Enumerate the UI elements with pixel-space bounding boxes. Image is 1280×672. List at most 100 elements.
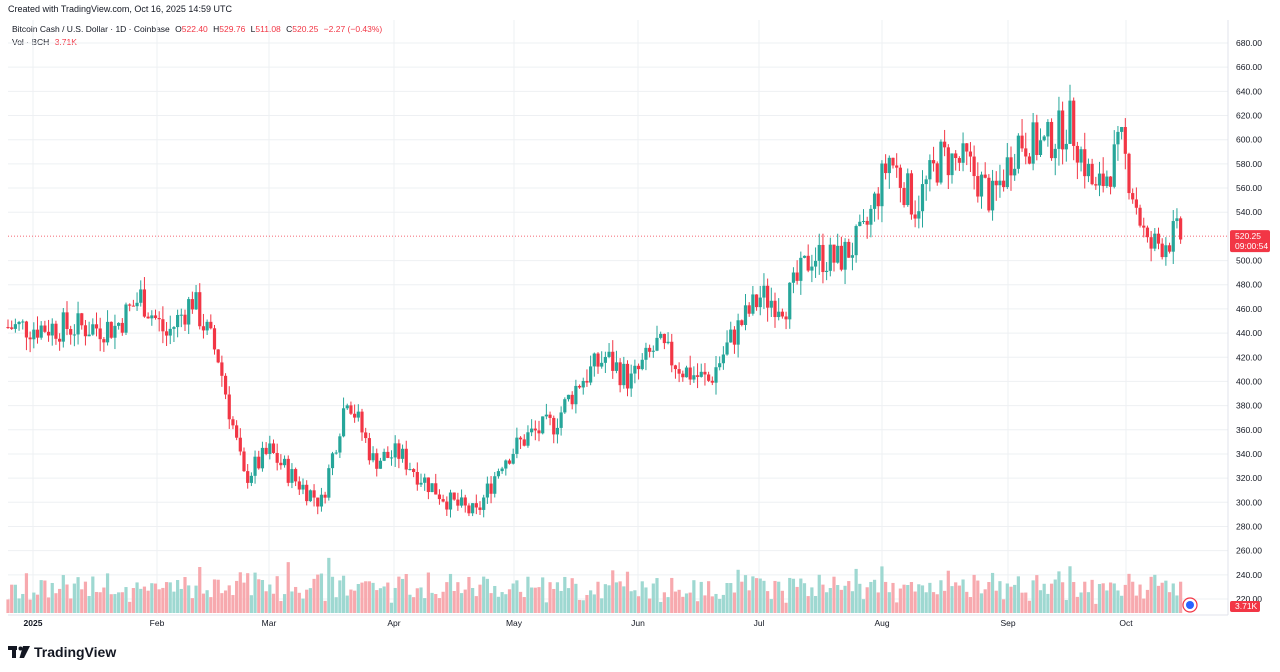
volume-bar (957, 585, 961, 613)
candle-body (1090, 163, 1094, 185)
volume-bar (349, 589, 353, 613)
candle-body (633, 365, 637, 374)
volume-bar (1145, 589, 1150, 613)
volume-bar (124, 587, 128, 613)
candle-body (28, 337, 32, 340)
volume-bar (589, 590, 593, 613)
volume-bar (865, 587, 869, 613)
volume-bar (496, 596, 501, 613)
scroll-realtime-icon[interactable] (1182, 597, 1198, 613)
volume-label[interactable]: Vol · BCH (12, 37, 50, 47)
candle-body (72, 334, 76, 336)
volume-bar (10, 584, 14, 613)
candle-body (485, 483, 489, 498)
candle-body (305, 484, 309, 502)
candle-body (880, 163, 884, 207)
candle-body (939, 141, 943, 183)
candle-body (500, 468, 504, 472)
volume-bar (581, 600, 585, 613)
candle-body (957, 158, 961, 163)
candle-body (58, 338, 62, 342)
volume-bar (142, 586, 147, 613)
volume-bar (614, 582, 619, 613)
candle-body (574, 385, 578, 405)
volume-bar (681, 596, 685, 613)
candle-body (172, 327, 176, 329)
volume-bar (72, 583, 76, 613)
candle-body (467, 505, 471, 514)
volume-bar (1061, 582, 1065, 613)
candle-body (404, 448, 408, 470)
volume-bar (378, 588, 383, 613)
volume-bar (810, 587, 814, 613)
candle-body (1038, 140, 1043, 155)
volume-bar (437, 598, 442, 613)
volume-bar (1142, 598, 1146, 613)
candle-body (131, 305, 135, 307)
volume-bar (364, 581, 368, 613)
volume-bar (895, 602, 899, 613)
volume-bar (659, 601, 663, 613)
candle-body (1105, 176, 1109, 187)
volume-bar (695, 601, 700, 613)
volume-bar (718, 598, 722, 613)
candle-body (876, 193, 880, 207)
volume-bar (1153, 574, 1157, 613)
symbol-title[interactable]: Bitcoin Cash / U.S. Dollar · 1D · Coinba… (12, 24, 170, 34)
y-tick-label: 580.00 (1236, 159, 1262, 169)
candle-body (201, 326, 206, 331)
volume-bar (353, 590, 357, 613)
tradingview-logo-icon (8, 646, 30, 658)
candle-body (471, 503, 475, 514)
candle-body (260, 447, 265, 469)
volume-bar (976, 580, 980, 613)
candle-body (294, 469, 298, 482)
volume-bar (743, 575, 748, 613)
candle-body (526, 432, 530, 446)
candle-body (482, 497, 486, 510)
candle-body (817, 244, 821, 261)
volume-bar (91, 576, 95, 613)
candle-body (614, 362, 619, 371)
candle-body (316, 497, 320, 507)
candle-body (1020, 135, 1024, 149)
candle-body (784, 316, 788, 320)
candle-body (61, 312, 65, 342)
candle-body (290, 469, 294, 483)
volume-bar (537, 587, 541, 613)
volume-bar (294, 586, 298, 613)
volume-bar (198, 567, 202, 613)
volume-bar (1053, 579, 1057, 613)
candle-body (441, 499, 445, 502)
candle-body (714, 367, 718, 383)
volume-bar (769, 599, 773, 613)
candle-body (979, 174, 984, 197)
volume-bar (946, 570, 950, 613)
volume-bar (777, 581, 781, 613)
candle-body (537, 430, 541, 434)
candle-body (1149, 237, 1153, 249)
y-tick-label: 300.00 (1236, 497, 1262, 507)
volume-bar (1020, 592, 1024, 613)
candle-body (762, 285, 766, 298)
y-tick-label: 420.00 (1236, 352, 1262, 362)
y-tick-label: 460.00 (1236, 304, 1262, 314)
x-tick-label: Jun (631, 618, 645, 628)
volume-bar (471, 587, 475, 613)
close-value: 520.25 (292, 24, 319, 34)
volume-bar (795, 586, 799, 613)
volume-bar (500, 592, 504, 613)
candle-body (732, 329, 737, 345)
candle-body (611, 351, 615, 371)
candle-body (135, 302, 139, 307)
candle-body (364, 432, 368, 439)
volume-bar (504, 594, 508, 613)
candle-body (688, 367, 692, 380)
candle-body (205, 321, 209, 331)
candle-body (589, 366, 593, 383)
candle-body (570, 394, 574, 405)
volume-bar (1112, 583, 1116, 613)
tradingview-brand[interactable]: TradingView (8, 644, 116, 660)
candle-body (334, 452, 338, 454)
